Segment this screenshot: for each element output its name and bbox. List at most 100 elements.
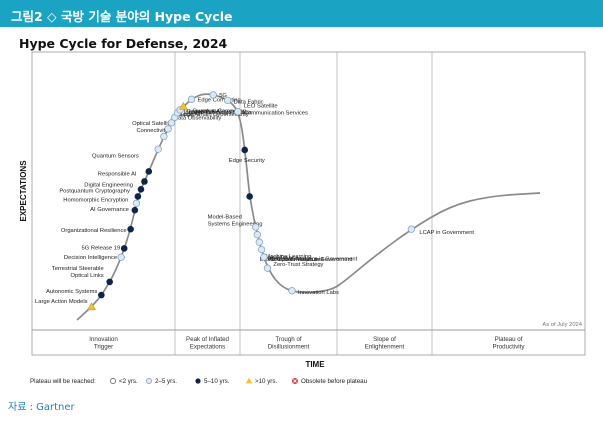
tech-point: [131, 206, 139, 214]
tech-label: AI Governance: [90, 207, 129, 213]
phase-label: Slope of Enlightenment: [365, 336, 405, 351]
legend-label: >10 yrs.: [255, 378, 277, 385]
tech-point: [167, 119, 176, 127]
tech-label: Quantum Computing: [192, 109, 246, 115]
phase-band: [31, 329, 586, 356]
tech-marker: [145, 168, 153, 175]
tech-point: [209, 91, 217, 99]
tech-marker: [98, 291, 105, 299]
tech-marker: [252, 223, 260, 231]
tech-label: Innovation Labs: [298, 290, 339, 296]
tech-marker: [246, 193, 253, 200]
tech-point: [187, 95, 196, 103]
tech-label: Computer Vision in Government: [270, 257, 353, 263]
legend-label: <2 yrs.: [119, 378, 138, 385]
tech-label: Drone Countermeasures: [260, 257, 324, 263]
tech-label: Edge AI: [180, 112, 201, 118]
tech-marker: [120, 245, 128, 252]
tech-label: Edge Computing: [198, 97, 241, 103]
tech-point: [255, 238, 263, 246]
tech-label: Organizational Resilience: [61, 228, 127, 234]
tech-label: Generative AI: [187, 109, 223, 115]
tech-label: Responsible AI: [98, 171, 137, 177]
tech-point: [223, 96, 232, 105]
tech-label: Zero-Trust Strategy: [273, 262, 323, 268]
chart-frame: [8, 30, 595, 392]
figure-banner: 그림2 ◇ 국방 기술 분야의 Hype Cycle: [0, 0, 603, 27]
tech-point: [87, 302, 96, 311]
tech-label: Decision Intelligence: [64, 255, 117, 261]
tech-point: [234, 108, 242, 116]
tech-marker: [263, 264, 272, 272]
tech-point: [178, 101, 188, 110]
tech-point: [252, 223, 260, 231]
legend: [110, 377, 298, 384]
tech-point: [137, 186, 145, 193]
tech-label: Edge Security: [229, 158, 265, 164]
tech-label: Predictive Analytics in Government: [268, 257, 358, 263]
tech-point: [98, 291, 105, 299]
phase-label: Innovation Trigger: [89, 336, 118, 351]
tech-point: [134, 193, 142, 200]
tech-label: Model-Based Systems Engineering: [208, 214, 263, 227]
tech-label: Large Language Models: [189, 110, 252, 116]
x-axis-label: TIME: [305, 360, 325, 369]
tech-marker: [253, 230, 261, 239]
tech-label: LCAP in Government: [419, 230, 474, 236]
tech-marker: [223, 96, 232, 105]
legend-label: Obsolete before plateau: [301, 378, 368, 385]
tech-marker: [160, 132, 168, 141]
tech-marker: [141, 178, 148, 185]
source-note: 자료 : Gartner: [8, 402, 75, 413]
tech-point: [127, 225, 134, 233]
tech-marker: [132, 199, 141, 207]
tech-marker: [187, 95, 196, 103]
tech-label: Data Fabric: [234, 99, 264, 105]
legend-title: Plateau will be reached:: [30, 378, 96, 385]
tech-marker: [154, 145, 162, 153]
tech-marker: [288, 287, 296, 295]
tech-marker: [106, 278, 113, 286]
tech-point: [154, 145, 162, 153]
tech-label: Quantum Sensors: [92, 153, 139, 159]
tech-point: [257, 245, 266, 254]
tech-label: Innovation Ecosystems: [184, 109, 244, 115]
tech-label: Optical Satellite Connectivity: [132, 121, 172, 134]
tech-marker: [137, 186, 145, 193]
tech-point: [164, 125, 172, 133]
tech-label: Supply Chain Cybersecurity: [177, 112, 249, 118]
as-of-label: As of July 2024: [542, 322, 582, 328]
phase-label: Plateau of Productivity: [493, 336, 526, 351]
tech-point: [132, 199, 141, 207]
y-axis-label: EXPECTATIONS: [19, 160, 28, 222]
legend-marker: [195, 378, 201, 384]
tech-marker: [164, 125, 172, 133]
legend-marker-cross: [293, 379, 297, 383]
tech-label: Digital Engineering: [84, 182, 133, 188]
chart-title: Hype Cycle for Defense, 2024: [19, 36, 228, 51]
tech-point: [407, 225, 416, 233]
tech-point: [253, 230, 261, 239]
tech-label: Large Action Models: [35, 299, 88, 305]
tech-point: [260, 253, 268, 261]
tech-label: Autonomic Systems: [46, 289, 97, 295]
tech-marker: [241, 146, 249, 154]
figure-title: 그림2 ◇ 국방 기술 분야의 Hype Cycle: [11, 9, 233, 24]
phase-label: Peak of Inflated Expectations: [186, 336, 230, 351]
tech-label: Homomorphic Encryption: [63, 197, 128, 203]
tech-point: [241, 146, 249, 154]
legend-label: 5–10 yrs.: [204, 378, 230, 385]
tech-marker: [131, 206, 139, 214]
tech-marker: [407, 225, 416, 233]
tech-marker: [178, 101, 188, 110]
tech-marker: [234, 108, 242, 116]
legend-marker: [146, 378, 152, 384]
tech-label: Machine Learning: [265, 254, 311, 260]
legend-label: 2–5 yrs.: [155, 378, 177, 385]
tech-label: 5G: [219, 93, 227, 99]
legend-marker: [245, 377, 253, 384]
tech-label: Data Observability: [174, 115, 221, 121]
tech-marker: [257, 245, 266, 254]
tech-label: LEO Satellite Communication Services: [244, 104, 308, 117]
